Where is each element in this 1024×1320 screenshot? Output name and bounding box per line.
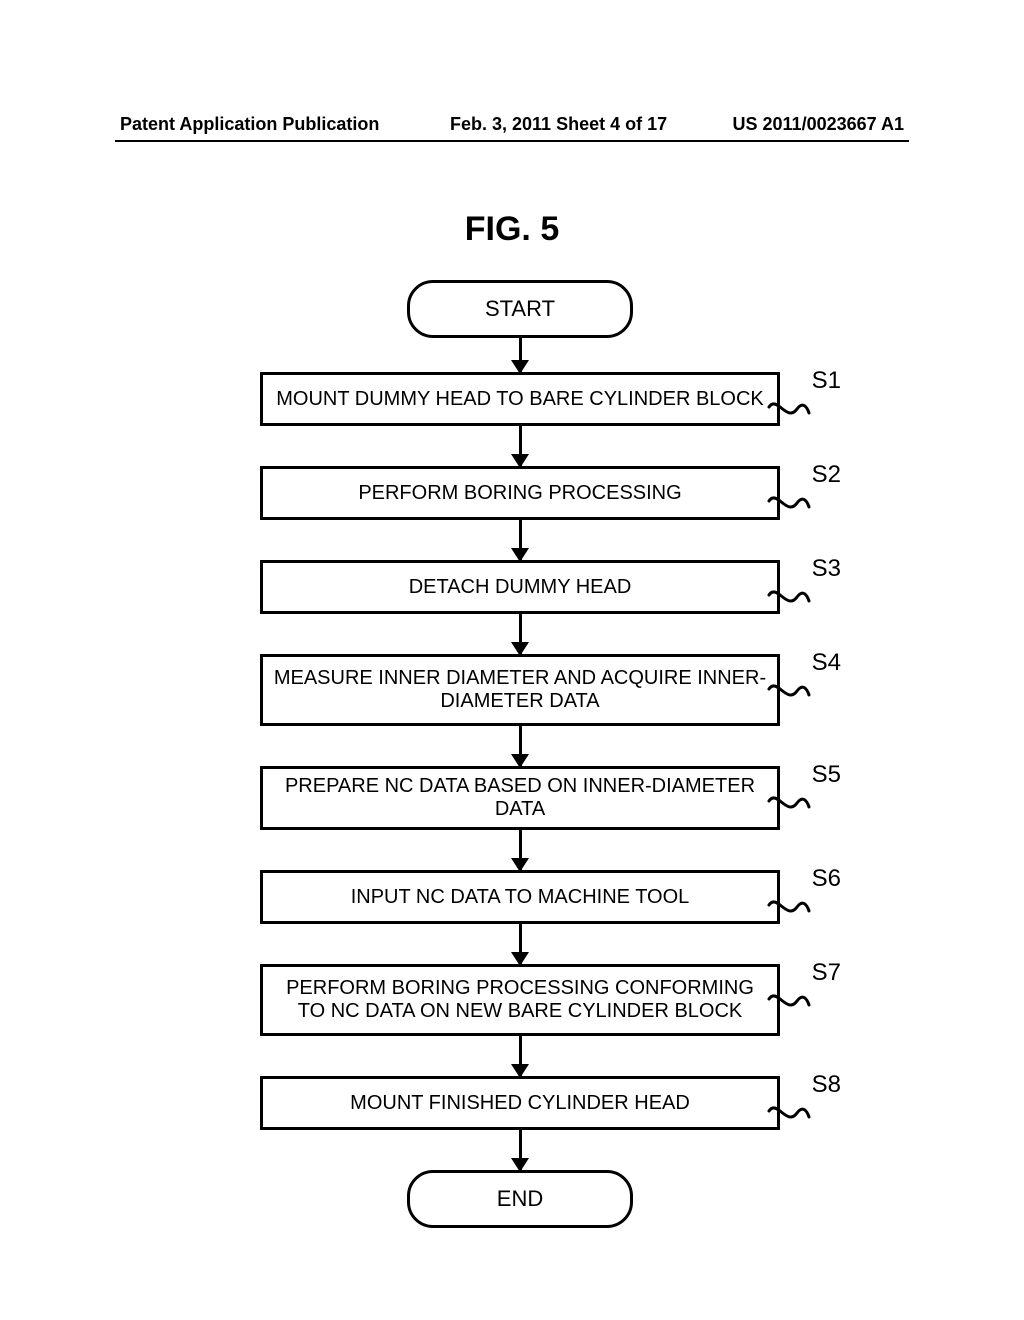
process-box-s3: DETACH DUMMY HEADS3 — [260, 560, 780, 614]
step-label: S2 — [812, 461, 841, 489]
step-label: S4 — [812, 649, 841, 677]
header-right: US 2011/0023667 A1 — [733, 114, 904, 135]
process-text: INPUT NC DATA TO MACHINE TOOL — [351, 886, 690, 909]
connector — [519, 726, 522, 766]
terminator-start-label: START — [485, 296, 555, 322]
page: Patent Application Publication Feb. 3, 2… — [0, 0, 1024, 1320]
connector — [519, 426, 522, 466]
terminator-end: END — [407, 1170, 633, 1228]
process-step: MOUNT DUMMY HEAD TO BARE CYLINDER BLOCKS… — [210, 372, 830, 466]
leader-squiggle-icon — [767, 397, 811, 425]
leader-squiggle-icon — [767, 491, 811, 519]
figure-title: FIG. 5 — [0, 210, 1024, 249]
process-text: DETACH DUMMY HEAD — [409, 576, 632, 599]
flowchart: START MOUNT DUMMY HEAD TO BARE CYLINDER … — [210, 280, 830, 1228]
process-box-s6: INPUT NC DATA TO MACHINE TOOLS6 — [260, 870, 780, 924]
process-step: PERFORM BORING PROCESSINGS2 — [210, 466, 830, 560]
process-box-s8: MOUNT FINISHED CYLINDER HEADS8 — [260, 1076, 780, 1130]
process-text: MOUNT DUMMY HEAD TO BARE CYLINDER BLOCK — [276, 388, 764, 411]
connector — [519, 520, 522, 560]
process-text: PERFORM BORING PROCESSING — [358, 482, 681, 505]
process-box-s1: MOUNT DUMMY HEAD TO BARE CYLINDER BLOCKS… — [260, 372, 780, 426]
process-box-s5: PREPARE NC DATA BASED ON INNER-DIAMETER … — [260, 766, 780, 830]
header-center: Feb. 3, 2011 Sheet 4 of 17 — [450, 114, 667, 135]
process-step: PERFORM BORING PROCESSING CONFORMING TO … — [210, 964, 830, 1076]
process-text: PREPARE NC DATA BASED ON INNER-DIAMETER … — [273, 775, 767, 821]
terminator-start: START — [407, 280, 633, 338]
connector — [519, 1130, 522, 1170]
leader-squiggle-icon — [767, 679, 811, 707]
process-step: PREPARE NC DATA BASED ON INNER-DIAMETER … — [210, 766, 830, 870]
step-label: S7 — [812, 959, 841, 987]
leader-squiggle-icon — [767, 585, 811, 613]
connector — [519, 830, 522, 870]
process-box-s2: PERFORM BORING PROCESSINGS2 — [260, 466, 780, 520]
process-step: MEASURE INNER DIAMETER AND ACQUIRE INNER… — [210, 654, 830, 766]
process-box-s4: MEASURE INNER DIAMETER AND ACQUIRE INNER… — [260, 654, 780, 726]
connector — [519, 338, 522, 372]
process-step: INPUT NC DATA TO MACHINE TOOLS6 — [210, 870, 830, 964]
leader-squiggle-icon — [767, 989, 811, 1017]
step-label: S5 — [812, 761, 841, 789]
leader-squiggle-icon — [767, 791, 811, 819]
leader-squiggle-icon — [767, 895, 811, 923]
header-rule — [115, 140, 909, 142]
process-text: MEASURE INNER DIAMETER AND ACQUIRE INNER… — [273, 667, 767, 713]
process-step: DETACH DUMMY HEADS3 — [210, 560, 830, 654]
step-label: S1 — [812, 367, 841, 395]
connector — [519, 924, 522, 964]
terminator-end-label: END — [497, 1186, 543, 1212]
process-text: PERFORM BORING PROCESSING CONFORMING TO … — [273, 977, 767, 1023]
step-label: S6 — [812, 865, 841, 893]
leader-squiggle-icon — [767, 1101, 811, 1129]
process-text: MOUNT FINISHED CYLINDER HEAD — [350, 1092, 690, 1115]
step-label: S8 — [812, 1071, 841, 1099]
connector — [519, 1036, 522, 1076]
connector — [519, 614, 522, 654]
process-box-s7: PERFORM BORING PROCESSING CONFORMING TO … — [260, 964, 780, 1036]
header-left: Patent Application Publication — [120, 114, 379, 135]
step-label: S3 — [812, 555, 841, 583]
process-step: MOUNT FINISHED CYLINDER HEADS8 — [210, 1076, 830, 1170]
